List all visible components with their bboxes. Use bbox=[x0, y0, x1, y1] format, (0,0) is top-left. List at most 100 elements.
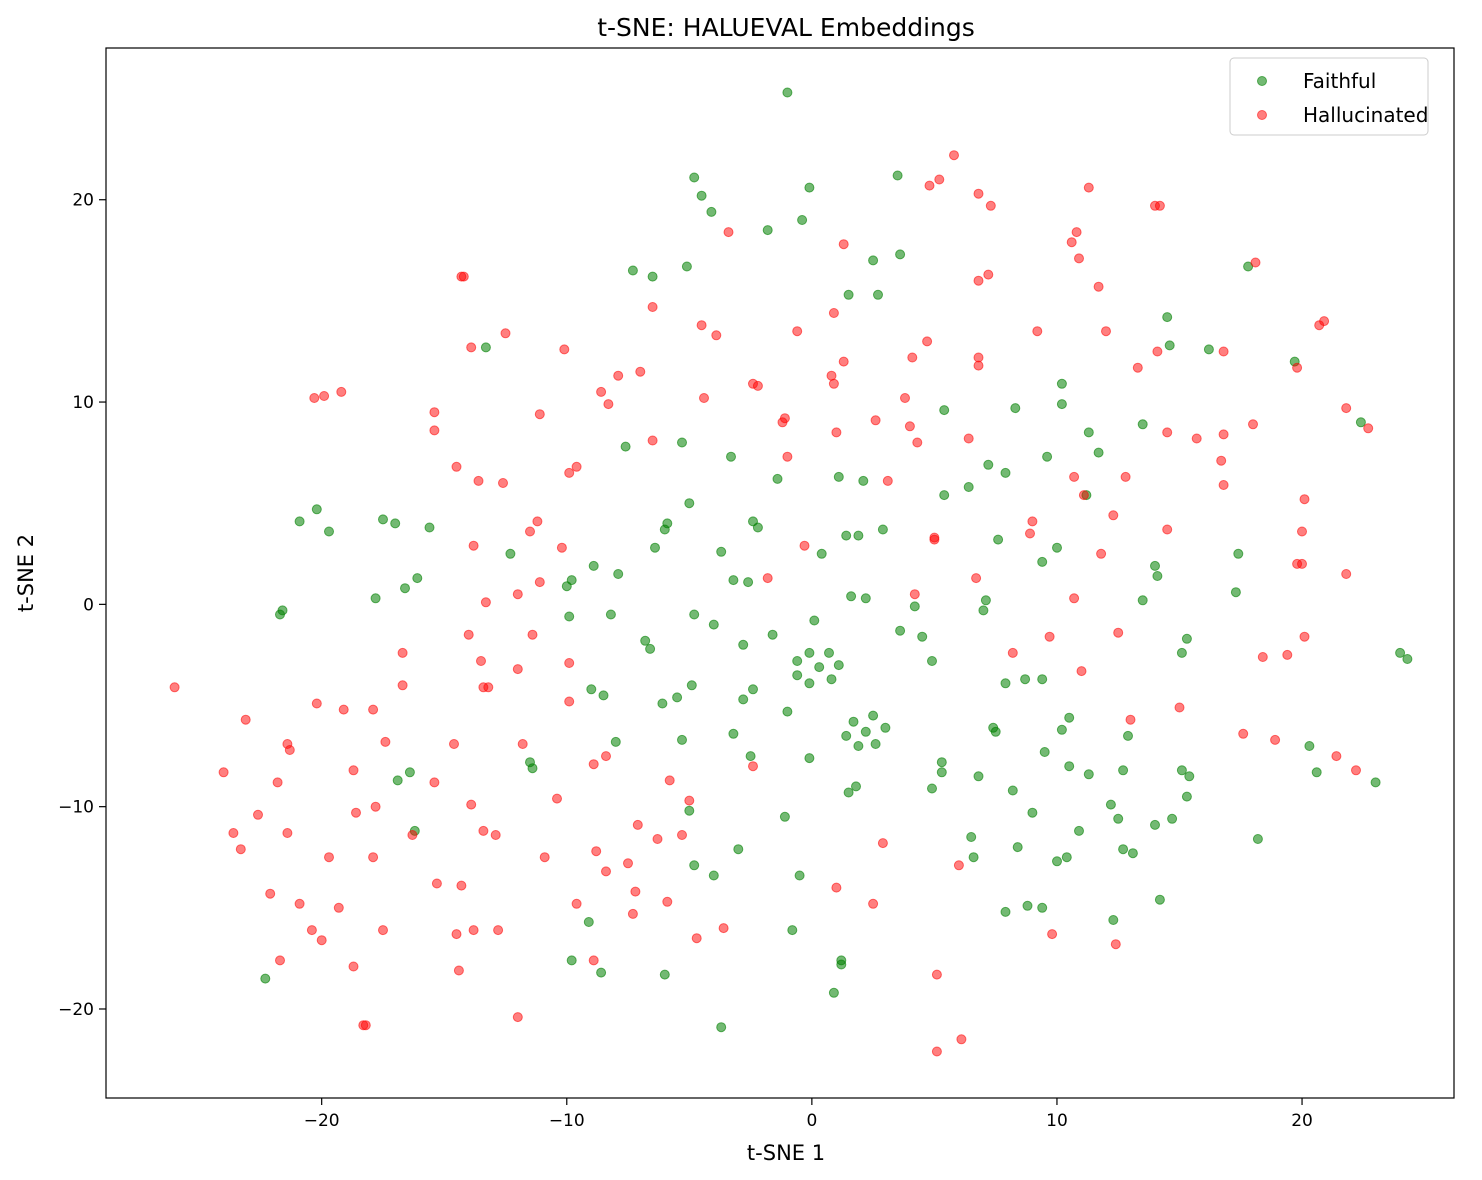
point-faithful bbox=[858, 475, 869, 486]
point-faithful bbox=[424, 522, 435, 533]
point-hallucinated bbox=[1047, 929, 1058, 940]
point-faithful bbox=[716, 546, 727, 557]
x-tick-label: 10 bbox=[1046, 1111, 1068, 1131]
point-faithful bbox=[1127, 848, 1138, 859]
point-faithful bbox=[1039, 747, 1050, 757]
point-faithful bbox=[527, 763, 538, 774]
point-faithful bbox=[833, 471, 844, 482]
point-hallucinated bbox=[877, 838, 888, 849]
point-hallucinated bbox=[1152, 346, 1163, 357]
point-faithful bbox=[696, 190, 707, 201]
point-faithful bbox=[650, 542, 660, 553]
points-layer bbox=[169, 87, 1413, 1057]
point-faithful bbox=[892, 170, 903, 181]
x-tick-label: −20 bbox=[304, 1111, 340, 1131]
point-hallucinated bbox=[1162, 427, 1173, 438]
x-tick-label: −10 bbox=[549, 1111, 585, 1131]
point-faithful bbox=[738, 639, 749, 650]
point-hallucinated bbox=[870, 415, 881, 426]
point-hallucinated bbox=[456, 880, 467, 891]
point-faithful bbox=[1233, 548, 1244, 559]
point-hallucinated bbox=[235, 844, 246, 855]
point-faithful bbox=[596, 967, 607, 978]
point-faithful bbox=[963, 482, 974, 492]
point-faithful bbox=[404, 767, 415, 778]
point-hallucinated bbox=[868, 898, 879, 909]
point-hallucinated bbox=[762, 573, 773, 584]
point-faithful bbox=[598, 690, 609, 701]
point-faithful bbox=[647, 271, 658, 282]
point-faithful bbox=[677, 734, 687, 745]
point-faithful bbox=[1020, 674, 1031, 685]
point-hallucinated bbox=[973, 188, 984, 199]
point-faithful bbox=[686, 680, 697, 691]
point-hallucinated bbox=[630, 886, 641, 897]
point-faithful bbox=[681, 261, 692, 272]
point-hallucinated bbox=[429, 425, 440, 436]
point-faithful bbox=[706, 206, 717, 217]
point-faithful bbox=[792, 656, 803, 666]
legend-label-hallucinated: Hallucinated bbox=[1303, 103, 1428, 127]
point-hallucinated bbox=[664, 775, 675, 786]
point-hallucinated bbox=[311, 698, 322, 709]
point-faithful bbox=[917, 631, 928, 642]
point-hallucinated bbox=[240, 714, 251, 725]
point-hallucinated bbox=[490, 830, 501, 840]
point-hallucinated bbox=[696, 320, 707, 331]
point-faithful bbox=[860, 593, 871, 604]
point-faithful bbox=[390, 518, 401, 529]
point-hallucinated bbox=[1299, 494, 1310, 505]
point-hallucinated bbox=[623, 858, 633, 869]
point-hallucinated bbox=[564, 696, 575, 707]
point-faithful bbox=[1052, 856, 1062, 867]
point-hallucinated bbox=[613, 370, 624, 381]
point-hallucinated bbox=[534, 577, 545, 588]
point-hallucinated bbox=[476, 656, 486, 666]
point-faithful bbox=[973, 771, 984, 782]
point-faithful bbox=[260, 973, 271, 984]
point-faithful bbox=[728, 728, 739, 739]
point-hallucinated bbox=[324, 852, 334, 863]
legend: Faithful Hallucinated bbox=[1229, 57, 1429, 136]
point-hallucinated bbox=[677, 830, 687, 840]
point-faithful bbox=[792, 670, 803, 681]
point-faithful bbox=[868, 255, 879, 266]
point-hallucinated bbox=[971, 573, 982, 584]
point-faithful bbox=[1108, 915, 1119, 925]
point-faithful bbox=[797, 215, 808, 225]
point-faithful bbox=[1000, 678, 1011, 689]
point-hallucinated bbox=[272, 777, 283, 788]
point-faithful bbox=[708, 870, 719, 881]
point-hallucinated bbox=[907, 352, 918, 363]
point-hallucinated bbox=[1297, 558, 1307, 569]
point-hallucinated bbox=[1154, 200, 1165, 211]
point-hallucinated bbox=[912, 437, 923, 448]
point-hallucinated bbox=[348, 765, 359, 776]
point-faithful bbox=[738, 694, 749, 705]
point-hallucinated bbox=[556, 542, 567, 553]
point-hallucinated bbox=[956, 1034, 967, 1045]
point-faithful bbox=[505, 548, 516, 559]
point-hallucinated bbox=[1351, 765, 1361, 776]
plot-frame bbox=[105, 47, 1455, 1099]
point-faithful bbox=[927, 656, 937, 666]
point-faithful bbox=[1152, 571, 1163, 581]
point-hallucinated bbox=[360, 1020, 371, 1031]
point-hallucinated bbox=[449, 739, 459, 749]
point-hallucinated bbox=[1216, 455, 1227, 466]
point-faithful bbox=[662, 518, 673, 529]
point-hallucinated bbox=[564, 467, 575, 478]
point-faithful bbox=[1083, 427, 1094, 438]
legend-label-faithful: Faithful bbox=[1303, 69, 1376, 93]
point-hallucinated bbox=[1218, 346, 1229, 357]
point-hallucinated bbox=[351, 807, 361, 818]
point-faithful bbox=[772, 473, 783, 484]
point-faithful bbox=[1395, 647, 1406, 658]
point-hallucinated bbox=[368, 852, 379, 863]
point-hallucinated bbox=[1074, 253, 1084, 264]
point-faithful bbox=[1167, 813, 1178, 824]
point-faithful bbox=[1181, 791, 1192, 802]
point-faithful bbox=[990, 726, 1001, 737]
point-hallucinated bbox=[1174, 702, 1185, 713]
point-faithful bbox=[561, 581, 572, 592]
